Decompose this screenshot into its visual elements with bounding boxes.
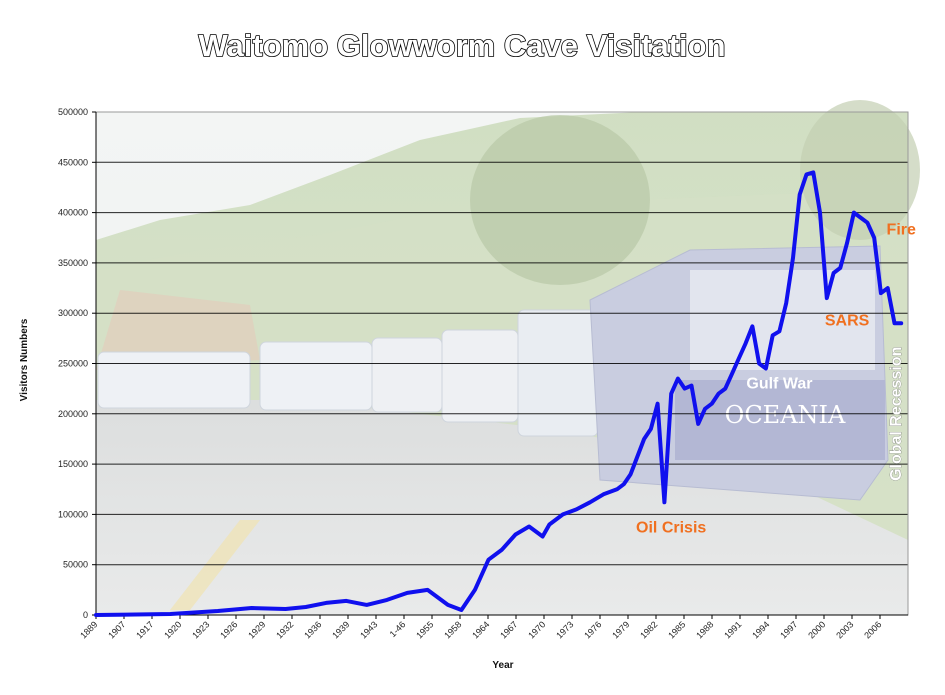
x-tick-label: 1923 <box>190 619 211 640</box>
y-tick-label: 300000 <box>58 308 88 318</box>
x-tick-label: 1991 <box>722 619 743 640</box>
y-tick-label: 50000 <box>63 560 88 570</box>
bus-brand-text: OCEANIA <box>725 401 846 429</box>
x-tick-label: 1955 <box>414 619 435 640</box>
x-tick-label: 1985 <box>666 619 687 640</box>
x-tick-label: 1970 <box>526 619 547 640</box>
y-tick-label: 200000 <box>58 409 88 419</box>
y-tick-label: 350000 <box>58 258 88 268</box>
x-tick-label: 1994 <box>750 619 771 640</box>
x-tick-label: 1943 <box>358 619 379 640</box>
x-tick-label: 1982 <box>638 619 659 640</box>
y-tick-label: 250000 <box>58 359 88 369</box>
y-tick-label: 450000 <box>58 157 88 167</box>
x-tick-label: 1926 <box>218 619 239 640</box>
y-axis-label: Visitors Numbers <box>19 318 30 401</box>
x-axis-label: Year <box>492 660 513 671</box>
x-tick-label: 1958 <box>442 619 463 640</box>
x-tick-label: 1929 <box>246 619 267 640</box>
x-tick-label: 1976 <box>582 619 603 640</box>
annotation-label: SARS <box>825 312 870 329</box>
background-photo: OCEANIA <box>96 100 920 615</box>
annotation-label: Global Recession <box>888 347 905 481</box>
x-tick-label: 1920 <box>162 619 183 640</box>
x-tick-label: 1889 <box>78 619 99 640</box>
y-tick-label: 400000 <box>58 208 88 218</box>
annotation-label: Oil Crisis <box>636 520 706 537</box>
annotation-label: Gulf War <box>746 376 812 393</box>
x-tick-label: 1997 <box>778 619 799 640</box>
x-tick-label: 1907 <box>106 619 127 640</box>
x-tick-label: 2003 <box>834 619 855 640</box>
annotation-label: Fire <box>887 222 916 239</box>
annotations: Oil Crisis Gulf War SARS Fire Global Recessi… <box>636 222 916 537</box>
x-tick-label: 2006 <box>862 619 883 640</box>
y-tick-label: 0 <box>83 610 88 620</box>
x-tick-label: 1932 <box>274 619 295 640</box>
x-tick-label: 1-46 <box>388 619 408 639</box>
y-axis-ticks: 0 50000 100000 150000 200000 250000 300000 3500… <box>58 107 96 620</box>
y-tick-label: 500000 <box>58 107 88 117</box>
x-axis-ticks: 1889 1907 1917 1920 1923 1926 1929 1932 1936 1939… <box>78 615 883 641</box>
x-tick-label: 1967 <box>498 619 519 640</box>
x-tick-label: 1936 <box>302 619 323 640</box>
x-tick-label: 1939 <box>330 619 351 640</box>
x-tick-label: 1979 <box>610 619 631 640</box>
x-tick-label: 1917 <box>134 619 155 640</box>
chart-title: Waitomo Glowworm Cave Visitation <box>198 28 725 63</box>
x-tick-label: 2000 <box>806 619 827 640</box>
x-tick-label: 1964 <box>470 619 491 640</box>
x-tick-label: 1973 <box>554 619 575 640</box>
series-line-visitors <box>94 170 904 617</box>
x-tick-label: 1988 <box>694 619 715 640</box>
y-tick-label: 100000 <box>58 509 88 519</box>
y-tick-label: 150000 <box>58 459 88 469</box>
